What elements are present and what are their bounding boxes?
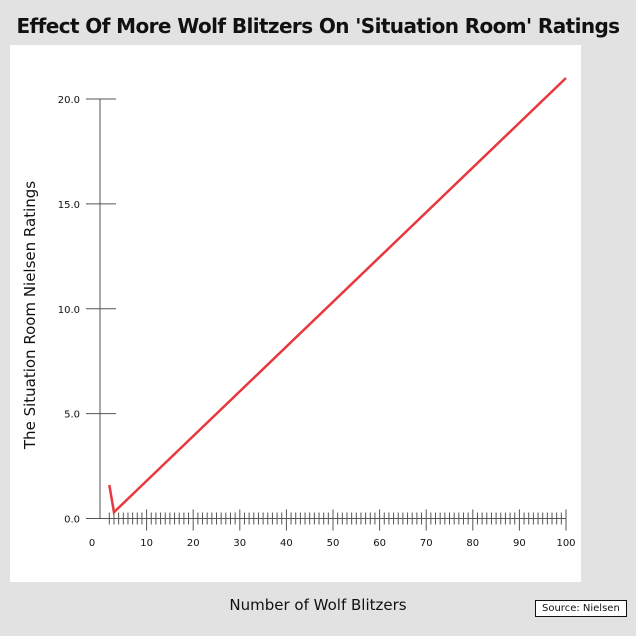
y-tick-label: 10.0 <box>58 305 80 316</box>
x-tick-label: 60 <box>373 538 386 549</box>
x-tick-label: 50 <box>327 538 340 549</box>
plot-panel <box>10 45 581 582</box>
y-tick-label: 20.0 <box>58 95 80 106</box>
x-tick-label: 10 <box>140 538 153 549</box>
y-axis-label: The Situation Room Nielsen Ratings <box>21 180 39 450</box>
x-tick-label: 40 <box>280 538 293 549</box>
series-line-0 <box>108 77 567 515</box>
chart-title: Effect Of More Wolf Blitzers On 'Situati… <box>16 14 621 38</box>
x-tick-label: 100 <box>556 538 575 549</box>
x-tick-label: 70 <box>420 538 433 549</box>
y-tick-label: 5.0 <box>64 410 80 421</box>
x-tick-label: 30 <box>233 538 246 549</box>
y-tick-label: 15.0 <box>58 200 80 211</box>
y-tick-label: 0.0 <box>64 515 80 526</box>
x-tick-label: 80 <box>466 538 479 549</box>
x-tick-label: 0 <box>89 538 95 549</box>
x-tick-label: 20 <box>187 538 200 549</box>
source-box: Source: Nielsen <box>535 600 627 617</box>
x-axis-label: Number of Wolf Blitzers <box>229 596 407 614</box>
x-tick-label: 90 <box>513 538 526 549</box>
